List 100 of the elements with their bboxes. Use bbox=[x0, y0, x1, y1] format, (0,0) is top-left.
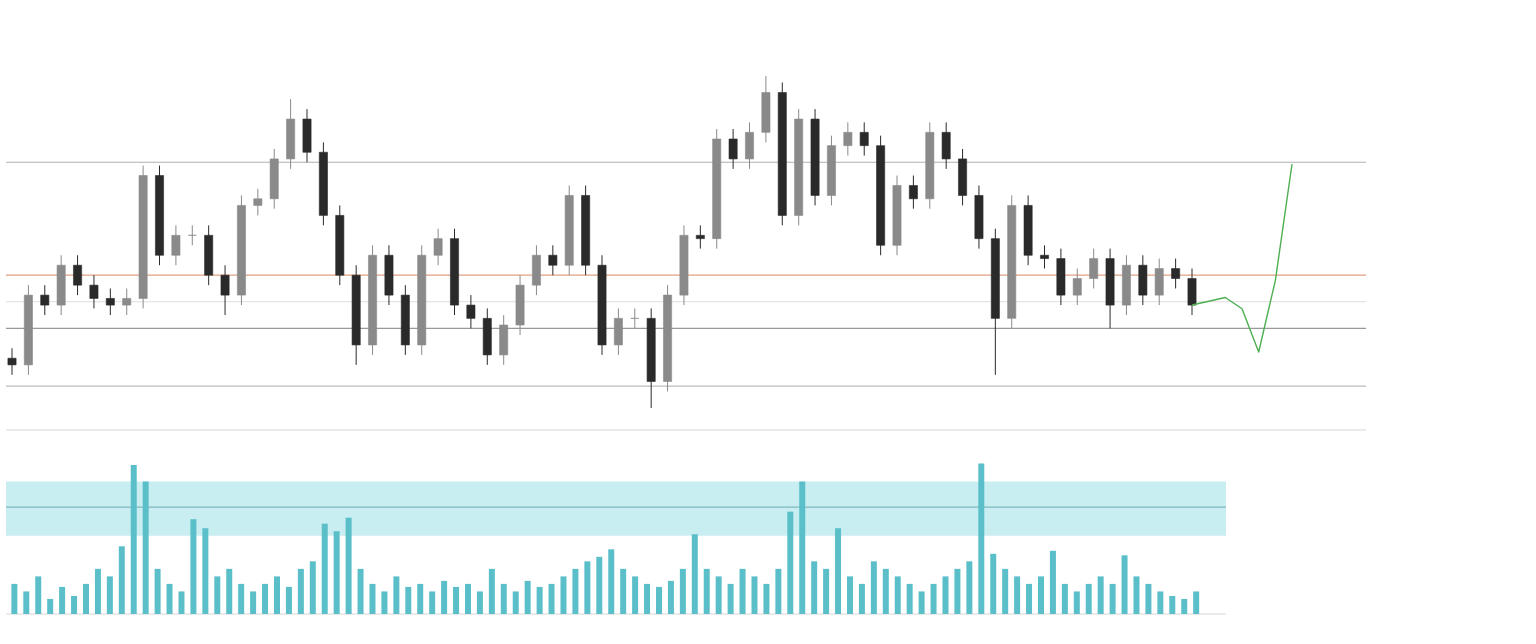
bar bbox=[166, 583, 173, 614]
candlestick bbox=[204, 224, 214, 286]
bar bbox=[906, 583, 913, 614]
bar bbox=[524, 580, 531, 614]
bar bbox=[23, 591, 30, 614]
bar bbox=[536, 586, 543, 614]
candlestick bbox=[532, 244, 541, 296]
bar bbox=[297, 568, 304, 614]
bar bbox=[667, 580, 674, 614]
bar bbox=[1145, 583, 1152, 614]
bar bbox=[1157, 591, 1164, 614]
candlestick bbox=[1089, 248, 1099, 289]
bar bbox=[560, 576, 567, 614]
bar bbox=[584, 561, 591, 614]
bar bbox=[632, 576, 639, 614]
candlestick bbox=[433, 228, 443, 266]
bar bbox=[942, 576, 949, 614]
candlestick bbox=[1138, 254, 1148, 306]
candlestick bbox=[843, 121, 853, 157]
bar bbox=[918, 591, 925, 614]
bar bbox=[978, 463, 985, 614]
bar bbox=[190, 519, 197, 614]
bar bbox=[441, 580, 448, 614]
candlestick bbox=[302, 108, 312, 163]
bar bbox=[1014, 576, 1021, 614]
bar bbox=[262, 583, 269, 614]
bar bbox=[130, 465, 137, 614]
bar bbox=[11, 583, 18, 614]
bar bbox=[870, 561, 877, 614]
bar bbox=[488, 568, 495, 614]
candlestick bbox=[1056, 248, 1066, 306]
bar bbox=[1061, 583, 1068, 614]
bar bbox=[429, 591, 436, 614]
bar bbox=[858, 583, 865, 614]
candlestick bbox=[761, 75, 771, 143]
candlestick bbox=[548, 244, 558, 276]
bar bbox=[345, 517, 352, 614]
bar bbox=[82, 583, 89, 614]
bar bbox=[703, 568, 710, 614]
candlestick bbox=[1187, 268, 1197, 316]
candlestick bbox=[1171, 258, 1181, 289]
bar bbox=[799, 481, 806, 614]
candlestick bbox=[695, 224, 705, 250]
candlestick bbox=[73, 254, 82, 296]
bar bbox=[715, 576, 722, 614]
bar bbox=[751, 576, 758, 614]
bar bbox=[1181, 598, 1188, 614]
candlestick bbox=[7, 347, 17, 376]
candlestick bbox=[105, 287, 115, 316]
candlestick bbox=[253, 188, 263, 216]
bar bbox=[954, 568, 961, 614]
bar bbox=[655, 586, 662, 614]
bar bbox=[381, 591, 388, 614]
candlestick bbox=[1072, 268, 1082, 306]
candlestick bbox=[515, 274, 525, 336]
bar bbox=[1121, 555, 1128, 614]
bar bbox=[309, 561, 316, 614]
bar bbox=[775, 568, 782, 614]
candlestick bbox=[1122, 254, 1131, 316]
bar bbox=[417, 583, 424, 614]
bar bbox=[811, 561, 818, 614]
candlestick bbox=[40, 284, 50, 316]
bar bbox=[1073, 591, 1080, 614]
bar bbox=[273, 576, 280, 614]
bar bbox=[966, 561, 973, 614]
candlestick bbox=[122, 287, 132, 316]
candlestick bbox=[1040, 244, 1049, 270]
candlestick bbox=[974, 185, 984, 250]
bar bbox=[1193, 591, 1200, 614]
bar bbox=[333, 531, 340, 614]
candlestick bbox=[728, 128, 738, 170]
bar bbox=[644, 583, 651, 614]
candlestick bbox=[89, 274, 99, 309]
bar bbox=[835, 528, 842, 614]
candlestick bbox=[745, 121, 754, 170]
candlestick bbox=[909, 175, 918, 210]
bar bbox=[727, 583, 734, 614]
bar bbox=[154, 568, 161, 614]
bar bbox=[894, 576, 901, 614]
bar bbox=[679, 568, 686, 614]
bar bbox=[846, 576, 853, 614]
bar bbox=[1169, 595, 1176, 614]
candlestick bbox=[1105, 248, 1115, 329]
bar bbox=[512, 591, 519, 614]
bar bbox=[369, 583, 376, 614]
bar bbox=[202, 528, 209, 614]
bar bbox=[620, 568, 627, 614]
candlestick bbox=[482, 307, 492, 366]
candlestick bbox=[499, 314, 509, 366]
bar bbox=[596, 556, 603, 614]
bar bbox=[1026, 583, 1033, 614]
bar bbox=[572, 568, 579, 614]
bar bbox=[238, 583, 245, 614]
candlestick bbox=[384, 244, 394, 306]
bar bbox=[357, 568, 364, 614]
bar bbox=[500, 583, 507, 614]
bar bbox=[178, 591, 185, 614]
bar bbox=[1002, 568, 1009, 614]
bar bbox=[990, 553, 997, 614]
bar bbox=[882, 568, 889, 614]
